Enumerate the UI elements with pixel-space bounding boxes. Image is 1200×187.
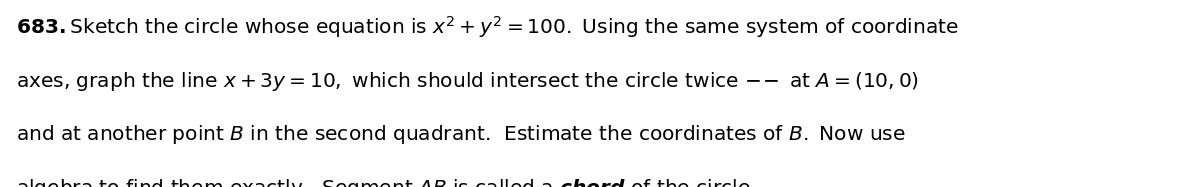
Text: and at another point $B$ in the second quadrant.  Estimate the coordinates of $B: and at another point $B$ in the second q… (16, 123, 905, 146)
Text: algebra to find them exactly.  Segment $AB$ is called a $\boldsymbol{chord}$ of : algebra to find them exactly. Segment $A… (16, 177, 756, 187)
Text: axes, graph the line $x+3y=10,$ which should intersect the circle twice $-\!-$ a: axes, graph the line $x+3y=10,$ which sh… (16, 70, 919, 93)
Text: $\mathbf{683.}$Sketch the circle whose equation is $x^2+y^2=100.$ Using the same: $\mathbf{683.}$Sketch the circle whose e… (16, 14, 959, 40)
